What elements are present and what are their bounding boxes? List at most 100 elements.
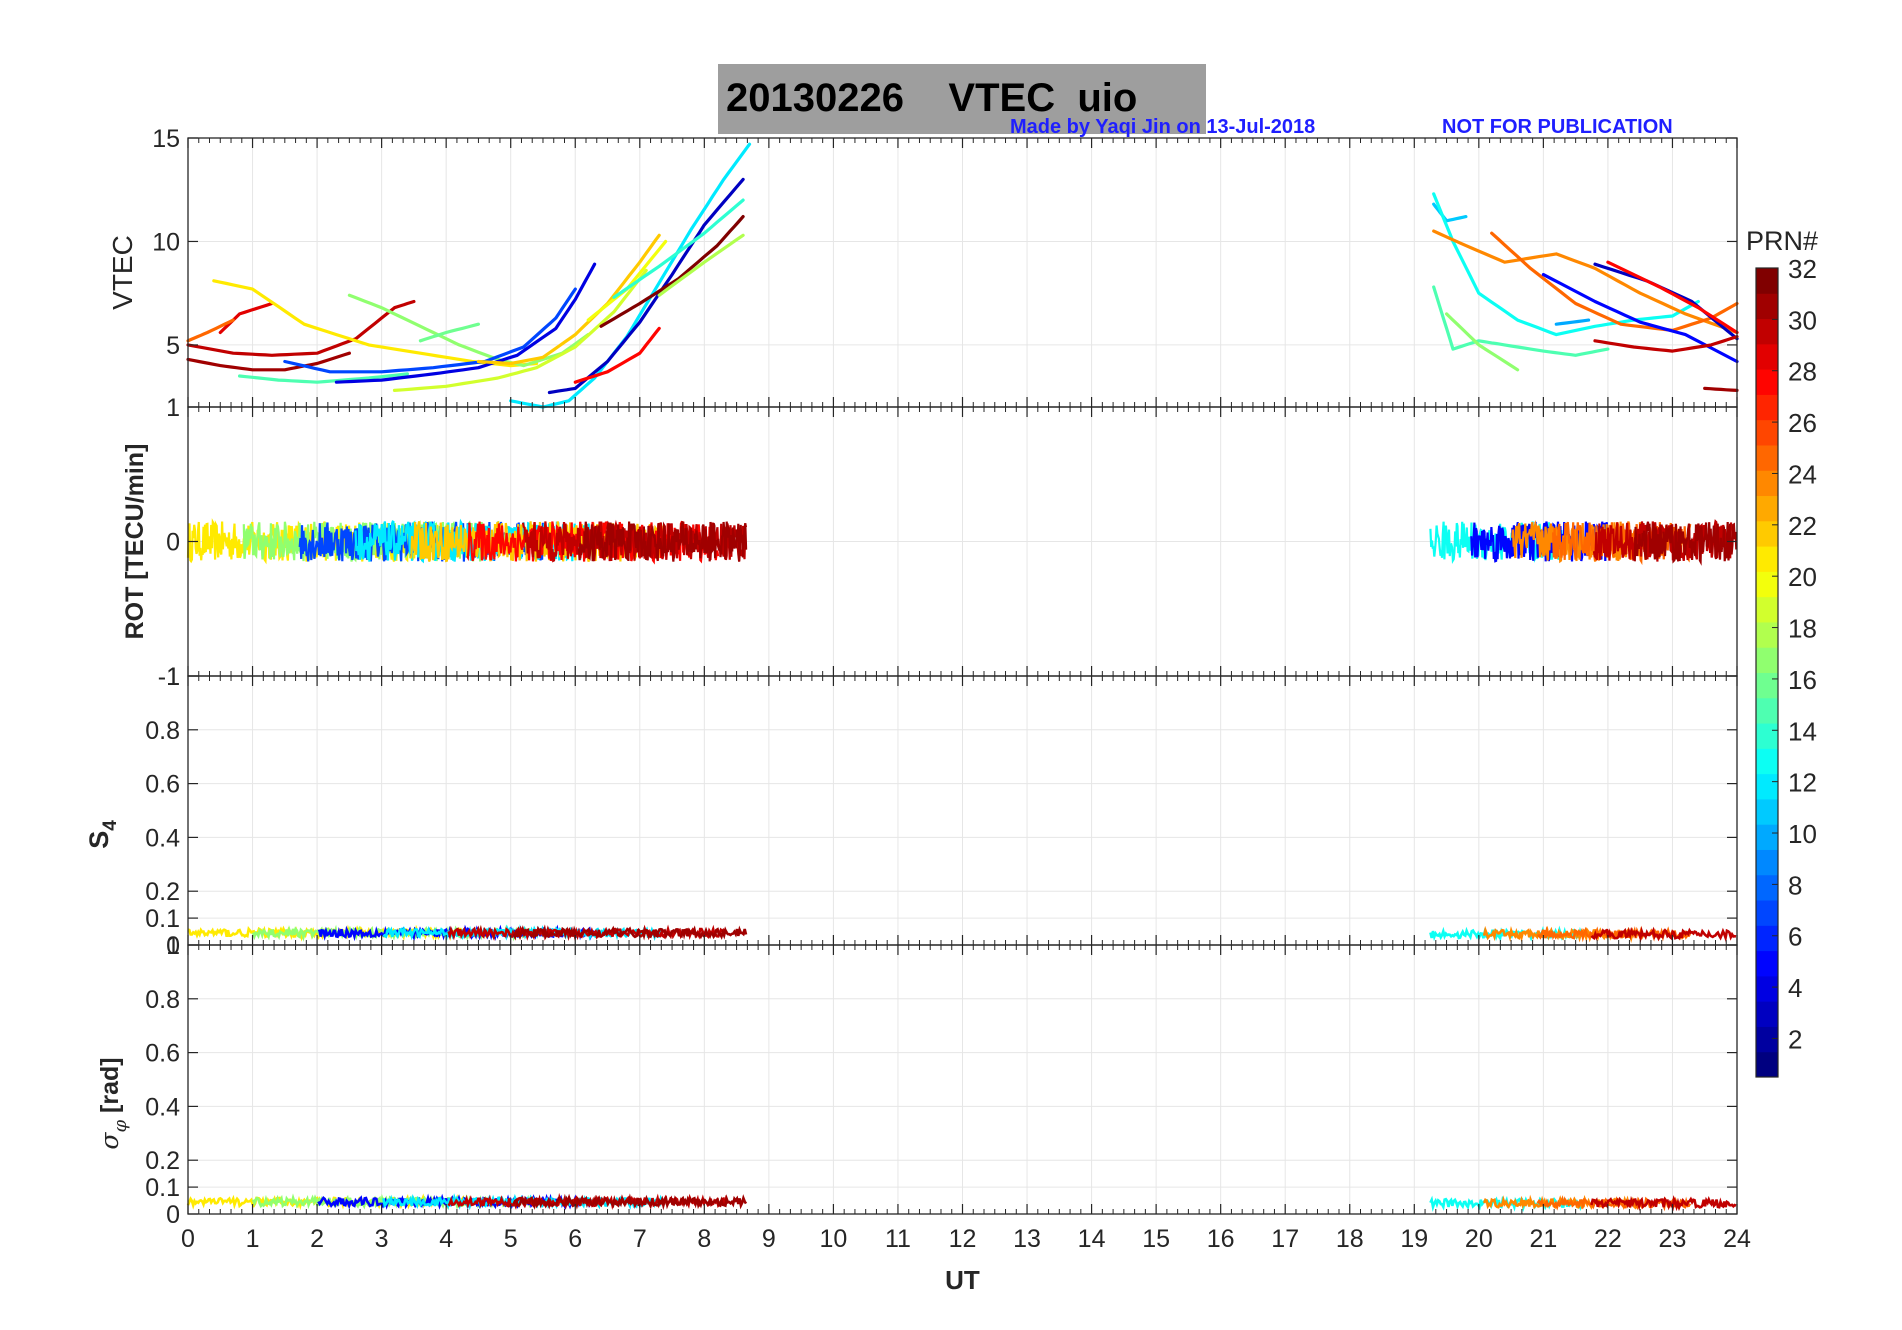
colorbar-cell [1756, 495, 1778, 522]
colorbar-cell [1756, 697, 1778, 724]
s4-series-prn31 [512, 924, 748, 941]
colorbar-cell [1756, 723, 1778, 749]
title-main: VTEC uio [948, 76, 1138, 120]
y-tick-label: 0.4 [145, 824, 180, 852]
y-tick-label: 0.6 [145, 771, 180, 799]
y-tick-label: 1 [166, 663, 180, 691]
x-tick-label: 17 [1271, 1225, 1299, 1253]
x-tick-label: 9 [762, 1225, 776, 1253]
colorbar-cell [1756, 318, 1778, 345]
y-tick-label: 0 [166, 932, 180, 960]
panel-s4: 00.10.2 0.4 0.6 0.8 1 S4 [84, 663, 1738, 960]
panel-rot: -1 0 1 ROT [TECU/min] [121, 394, 1738, 691]
y-axis-label: σφ [rad] [95, 1057, 131, 1149]
y-tick-label: 0.8 [145, 717, 180, 745]
colorbar-cell [1756, 1051, 1778, 1078]
x-tick-label: 1 [246, 1225, 260, 1253]
colorbar-tick-label: 8 [1788, 870, 1802, 900]
x-tick-label: 7 [633, 1225, 647, 1253]
colorbar-tick-label: 18 [1788, 614, 1817, 644]
colorbar-tick-label: 26 [1788, 408, 1817, 438]
colorbar-cell [1756, 773, 1778, 800]
rot-series-prn31 [577, 520, 748, 562]
x-tick-label: 19 [1400, 1225, 1428, 1253]
vtec-series-prn29 [218, 301, 274, 335]
x-tick-label: 2 [310, 1225, 324, 1253]
colorbar-cell [1756, 798, 1778, 825]
vtec-series-prn18 [657, 233, 745, 297]
x-tick-label: 15 [1142, 1225, 1170, 1253]
s4-series-prn30 [1590, 926, 1737, 943]
vtec-series-prn17 [1444, 312, 1520, 372]
y-tick-label: 0.1 [145, 905, 180, 933]
x-tick-label: 6 [568, 1225, 582, 1253]
title-date: 20130226 [726, 76, 904, 120]
colorbar-label: PRN# [1746, 226, 1818, 256]
colorbar-cell [1756, 268, 1778, 294]
x-tick-label: 24 [1723, 1225, 1751, 1253]
vtec-series-prn13 [1432, 192, 1700, 337]
y-tick-label: 0.1 [145, 1174, 180, 1202]
y-tick-label: 0 [166, 529, 180, 557]
colorbar-cell [1756, 621, 1778, 648]
y-axis-label: VTEC [107, 235, 138, 310]
vtec-series-prn30 [186, 299, 416, 357]
x-tick-label: 12 [949, 1225, 977, 1253]
y-tick-label: 0 [166, 1201, 180, 1229]
colorbar-tick-label: 30 [1788, 305, 1817, 335]
x-tick-label: 13 [1013, 1225, 1041, 1253]
y-tick-label: 5 [166, 332, 180, 360]
x-tick-label: 3 [375, 1225, 389, 1253]
vtec-series-prn28 [1606, 260, 1739, 335]
y-tick-label: 0.4 [145, 1093, 180, 1121]
vtec-series-prn15 [1432, 285, 1610, 357]
y-tick-label: 0.6 [145, 1040, 180, 1068]
x-tick-label: 10 [820, 1225, 848, 1253]
colorbar-cell [1756, 874, 1778, 901]
colorbar-tick-label: 6 [1788, 922, 1802, 952]
colorbar-cell [1756, 419, 1778, 446]
colorbar-cell [1756, 1026, 1778, 1053]
vtec-series-prn25 [1490, 231, 1739, 332]
colorbar-cell [1756, 293, 1778, 320]
colorbar-tick-label: 2 [1788, 1024, 1802, 1054]
colorbar-cell [1756, 596, 1778, 623]
vtec-series-prn3 [1593, 262, 1739, 341]
y-tick-label: 1 [166, 394, 180, 422]
x-tick-label: 22 [1594, 1225, 1622, 1253]
colorbar-tick-label: 12 [1788, 768, 1817, 798]
vtec-series-prn28 [573, 326, 661, 384]
x-tick-label: 14 [1078, 1225, 1106, 1253]
x-tick-label: 20 [1465, 1225, 1493, 1253]
colorbar-cell [1756, 900, 1778, 926]
figure-title: 20130226 VTEC uio [726, 76, 1137, 121]
sigma_phi-series-prn31 [512, 1193, 748, 1211]
colorbar-cell [1756, 925, 1778, 952]
y-tick-label: -1 [158, 663, 180, 691]
vtec-series-prn10 [1554, 318, 1591, 326]
vtec-series-prn15 [238, 372, 409, 384]
colorbar-cell [1756, 950, 1778, 977]
x-tick-label: 18 [1336, 1225, 1364, 1253]
x-tick-label: 11 [885, 1225, 911, 1253]
colorbar-tick-label: 14 [1788, 716, 1817, 746]
colorbar-cell [1756, 546, 1778, 572]
y-tick-label: 0.8 [145, 986, 180, 1014]
vtec-series-prn31 [1703, 386, 1739, 392]
colorbar-cell [1756, 470, 1778, 497]
x-tick-label: 4 [439, 1225, 453, 1253]
y-axis-label: S4 [84, 820, 121, 849]
vtec-series-prn11 [1432, 202, 1468, 223]
colorbar-cell [1756, 824, 1778, 850]
vtec-series-prn14 [612, 198, 745, 299]
colorbar-tick-label: 32 [1788, 254, 1817, 284]
colorbar-cell [1756, 672, 1778, 699]
vtec-series-prn3 [547, 177, 745, 395]
colorbar-tick-label: 4 [1788, 973, 1802, 1003]
vtec-series-prn24 [1432, 229, 1739, 335]
x-axis-label: UT [945, 1265, 980, 1295]
y-tick-label: 10 [152, 228, 180, 256]
